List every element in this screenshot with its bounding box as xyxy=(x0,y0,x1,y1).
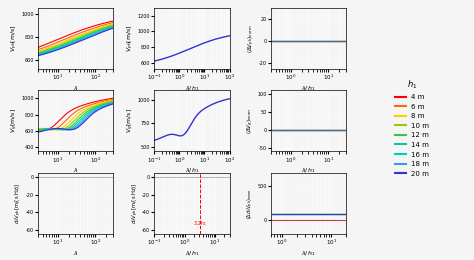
X-axis label: $\lambda/h_1$: $\lambda/h_1$ xyxy=(301,249,316,258)
Y-axis label: $d_\lambda V_{ph}$[m/(s.Hz)]: $d_\lambda V_{ph}$[m/(s.Hz)] xyxy=(131,183,141,224)
X-axis label: $\lambda/h_1$: $\lambda/h_1$ xyxy=(185,166,199,175)
X-axis label: $\lambda$: $\lambda$ xyxy=(73,249,78,257)
X-axis label: $\lambda$: $\lambda$ xyxy=(73,84,78,92)
Legend: 4 m, 6 m, 8 m, 10 m, 12 m, 14 m, 16 m, 18 m, 20 m: 4 m, 6 m, 8 m, 10 m, 12 m, 14 m, 16 m, 1… xyxy=(392,75,432,179)
Y-axis label: $V_{ph}$[m/s]: $V_{ph}$[m/s] xyxy=(126,24,137,52)
Text: 3.2h₁: 3.2h₁ xyxy=(194,221,207,226)
X-axis label: $\lambda/h_1$: $\lambda/h_1$ xyxy=(185,84,199,93)
Y-axis label: $(\Delta V_g)_{norm}$: $(\Delta V_g)_{norm}$ xyxy=(246,108,256,134)
X-axis label: $\lambda$: $\lambda$ xyxy=(73,166,78,174)
Y-axis label: $d_\lambda V_{ph}$[m/(s.Hz)]: $d_\lambda V_{ph}$[m/(s.Hz)] xyxy=(14,183,24,224)
X-axis label: $\lambda/h_1$: $\lambda/h_1$ xyxy=(301,166,316,175)
Y-axis label: $(\Delta d_\lambda V_{ph})_{norm}$: $(\Delta d_\lambda V_{ph})_{norm}$ xyxy=(246,188,256,219)
Y-axis label: $V_g$[m/s]: $V_g$[m/s] xyxy=(126,108,137,133)
X-axis label: $\lambda/h_1$: $\lambda/h_1$ xyxy=(301,84,316,93)
Y-axis label: $V_g$[m/s]: $V_g$[m/s] xyxy=(9,108,20,133)
Y-axis label: $(\Delta V_{ph})_{norm}$: $(\Delta V_{ph})_{norm}$ xyxy=(247,24,257,53)
X-axis label: $\lambda/h_1$: $\lambda/h_1$ xyxy=(185,249,199,258)
Y-axis label: $V_{ph}$[m/s]: $V_{ph}$[m/s] xyxy=(9,24,20,52)
